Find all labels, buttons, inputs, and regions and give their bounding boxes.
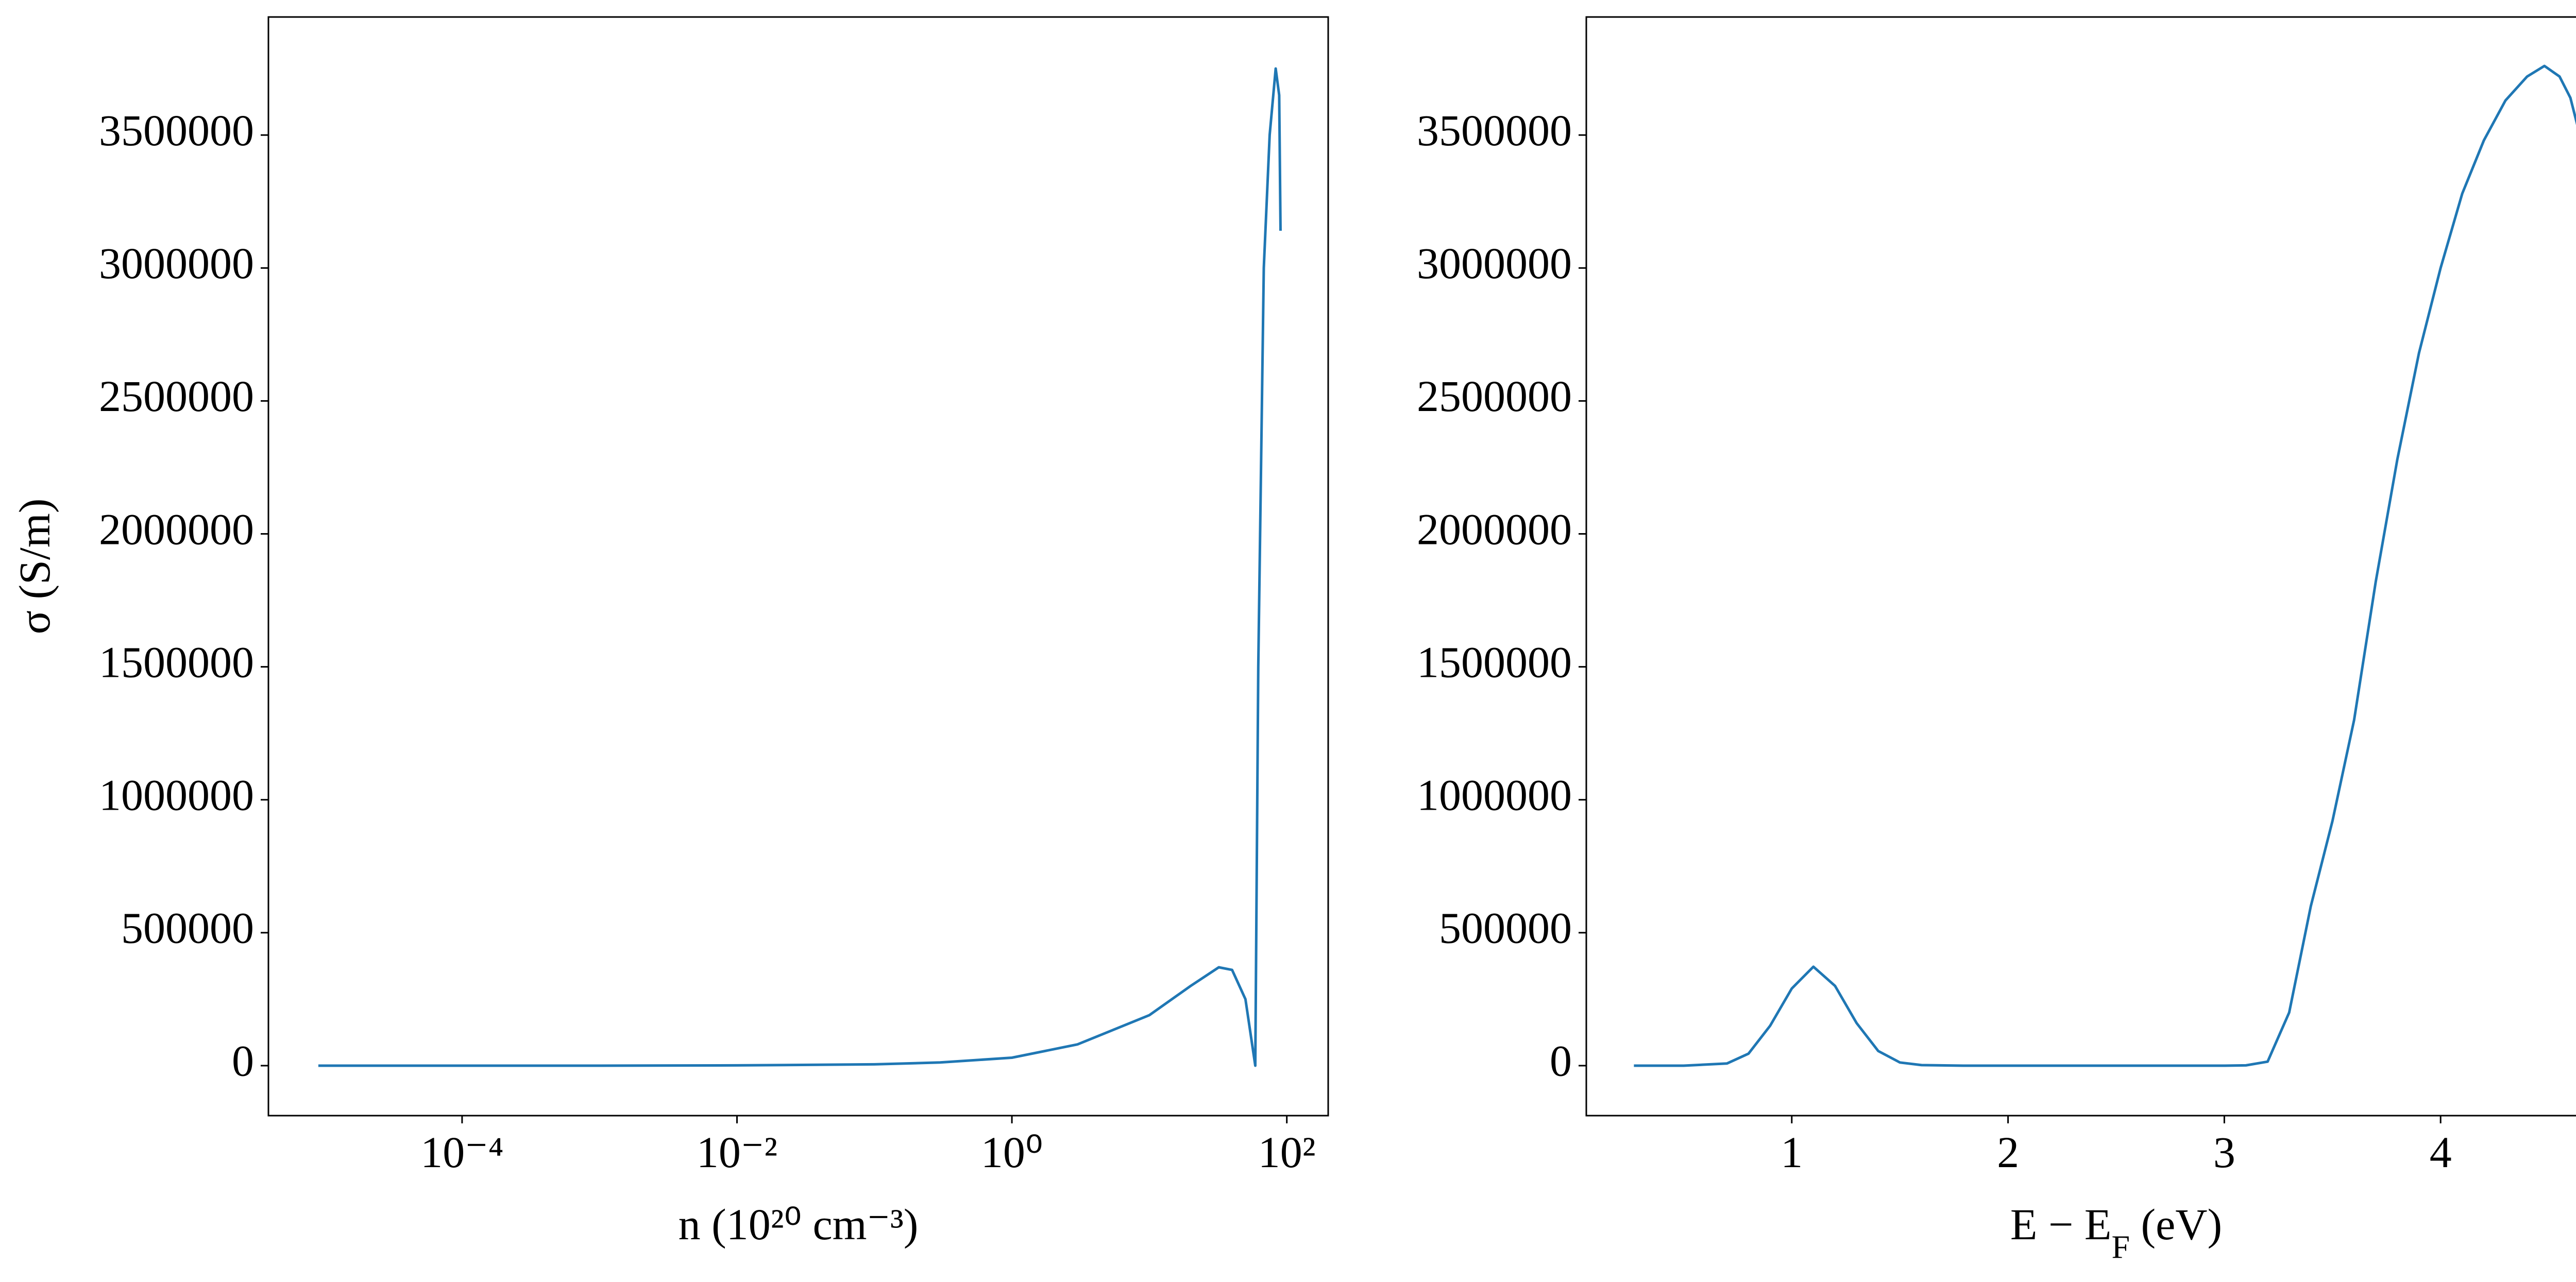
x-tick-label: 10² [1258, 1127, 1316, 1177]
y-tick-label: 500000 [1439, 903, 1572, 953]
y-tick-label: 0 [232, 1036, 254, 1086]
axes-frame [267, 16, 1329, 1117]
x-axis-label: n (10²⁰ cm⁻³) [679, 1200, 919, 1249]
y-tick-label: 1500000 [99, 637, 254, 687]
y-tick-label: 2000000 [99, 504, 254, 554]
x-tick-label: 1 [1781, 1127, 1803, 1177]
x-tick-label: 2 [1997, 1127, 2019, 1177]
data-line [1634, 64, 2576, 1067]
y-axis-label: σ (S/m) [10, 499, 59, 635]
y-tick-label: 1000000 [1417, 770, 1572, 819]
y-tick-label: 3000000 [1417, 238, 1572, 288]
x-tick-label: 10⁻⁴ [420, 1127, 503, 1177]
y-tick-label: 2500000 [1417, 371, 1572, 421]
x-tick-label: 4 [2430, 1127, 2452, 1177]
y-tick-label: 1500000 [1417, 637, 1572, 687]
y-tick-label: 500000 [121, 903, 254, 953]
y-tick-label: 3500000 [1417, 106, 1572, 155]
x-tick-label: 3 [2213, 1127, 2235, 1177]
x-axis-label: E − EF (eV) [2010, 1200, 2222, 1265]
y-tick-label: 0 [1550, 1036, 1572, 1086]
y-tick-label: 2000000 [1417, 504, 1572, 554]
data-line [318, 67, 1282, 1067]
axes-frame [1585, 16, 2576, 1117]
y-tick-label: 2500000 [99, 371, 254, 421]
y-tick-label: 1000000 [99, 770, 254, 819]
y-tick-label: 3000000 [99, 238, 254, 288]
x-tick-label: 10⁰ [981, 1127, 1043, 1177]
x-tick-label: 10⁻² [697, 1127, 777, 1177]
y-tick-label: 3500000 [99, 106, 254, 155]
